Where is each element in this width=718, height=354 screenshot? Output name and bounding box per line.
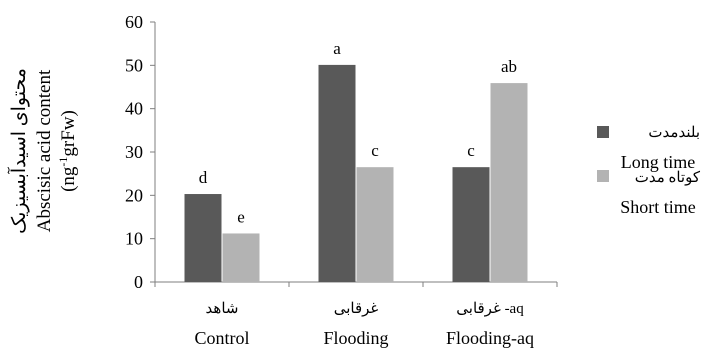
y-tick-label: 10 bbox=[125, 229, 143, 249]
x-tick-label-english: Control bbox=[194, 328, 249, 348]
unit-prefix: (ng bbox=[58, 166, 79, 192]
significance-letter: a bbox=[333, 39, 341, 58]
y-tick-label: 40 bbox=[125, 99, 143, 119]
y-axis-title-unit: (ng-1grFw) bbox=[56, 110, 79, 192]
significance-letter: c bbox=[371, 141, 379, 160]
significance-letter: ab bbox=[501, 57, 517, 76]
bar bbox=[184, 194, 222, 282]
x-tick-label-english: Flooding-aq bbox=[446, 328, 534, 348]
unit-suffix: grFw) bbox=[58, 110, 79, 156]
significance-letter: e bbox=[237, 207, 245, 226]
bar bbox=[452, 167, 490, 282]
unit-superscript: -1 bbox=[56, 157, 70, 167]
bar bbox=[356, 167, 394, 282]
bar bbox=[318, 64, 356, 283]
y-tick-label: 0 bbox=[134, 272, 143, 292]
legend-label-persian: بلندمدت bbox=[648, 125, 700, 141]
legend-label-english: Long time bbox=[621, 152, 696, 172]
legend-label-persian: کوتاه مدت bbox=[635, 170, 701, 186]
plot-area: 0 10 20 30 40 50 60 d e شاهد Control a c غرقابی Floodi… bbox=[125, 12, 558, 348]
x-tick-label-english: Flooding bbox=[323, 328, 388, 348]
legend-swatch bbox=[597, 126, 609, 138]
x-tick-label-persian: غرقابی bbox=[334, 301, 379, 317]
significance-letter: c bbox=[467, 141, 475, 160]
y-tick-label: 20 bbox=[125, 185, 143, 205]
significance-letter: d bbox=[199, 168, 208, 187]
bar bbox=[490, 83, 528, 282]
x-tick-label-persian: شاهد bbox=[206, 301, 239, 317]
y-axis-title-persian: محتوای اسیدآبسیزیک bbox=[7, 68, 30, 234]
y-tick-label: 60 bbox=[125, 12, 143, 32]
y-axis-title-english: Abscisic acid content bbox=[34, 69, 55, 232]
bar bbox=[222, 233, 260, 282]
y-axis-title: محتوای اسیدآبسیزیک Abscisic acid content… bbox=[7, 68, 79, 234]
y-tick-label: 50 bbox=[125, 55, 143, 75]
x-tick-label-persian: غرقابی -aq bbox=[456, 301, 524, 317]
legend-label-english: Short time bbox=[620, 197, 696, 217]
legend-swatch bbox=[597, 170, 609, 182]
y-tick-label: 30 bbox=[125, 142, 143, 162]
